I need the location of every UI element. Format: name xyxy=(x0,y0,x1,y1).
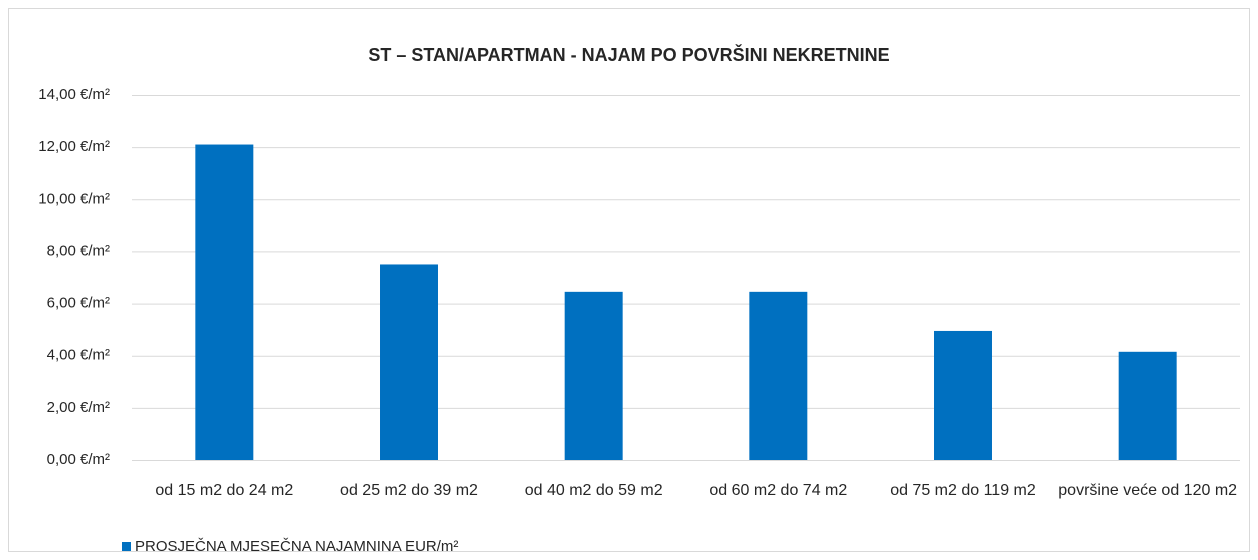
y-tick-label: 6,00 €/m² xyxy=(47,295,110,312)
chart-title: ST – STAN/APARTMAN - NAJAM PO POVRŠINI N… xyxy=(368,44,889,65)
bar xyxy=(749,291,808,460)
legend-label: PROSJEČNA MJESEČNA NAJAMNINA EUR/m² xyxy=(135,538,459,555)
y-tick-label: 4,00 €/m² xyxy=(47,347,110,364)
x-tick-label: od 25 m2 do 39 m2 xyxy=(340,482,478,499)
y-tick-label: 2,00 €/m² xyxy=(47,399,110,416)
bar xyxy=(564,291,623,460)
bar xyxy=(195,144,254,461)
bar xyxy=(1118,351,1177,460)
x-tick-label: od 40 m2 do 59 m2 xyxy=(524,482,663,499)
y-tick-label: 10,00 €/m² xyxy=(38,190,110,207)
y-tick-label: 12,00 €/m² xyxy=(38,138,110,155)
legend-swatch xyxy=(122,542,131,551)
x-tick-label: površine veće od 120 m2 xyxy=(1058,482,1238,499)
y-tick-label: 14,00 €/m² xyxy=(38,86,110,103)
chart-border xyxy=(8,8,1250,552)
x-tick-label: od 75 m2 do 119 m2 xyxy=(890,482,1036,499)
y-tick-label: 8,00 €/m² xyxy=(47,242,110,259)
y-tick-label: 0,00 €/m² xyxy=(47,451,110,468)
bar xyxy=(934,330,992,460)
legend: PROSJEČNA MJESEČNA NAJAMNINA EUR/m² xyxy=(122,538,458,555)
x-tick-label: od 15 m2 do 24 m2 xyxy=(155,482,294,499)
x-tick-label: od 60 m2 do 74 m2 xyxy=(709,482,848,499)
bar xyxy=(380,264,438,460)
